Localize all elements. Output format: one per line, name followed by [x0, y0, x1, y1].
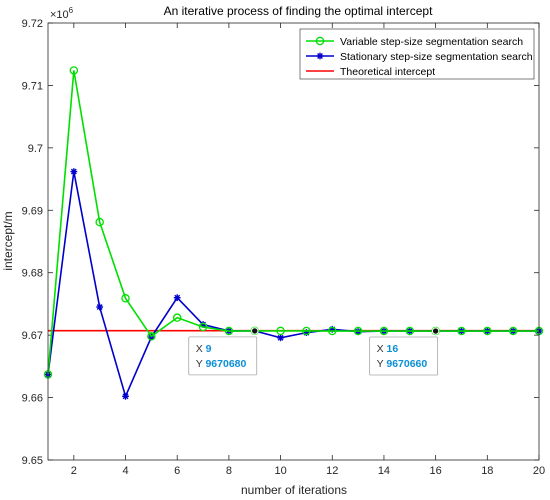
x-tick-label: 16	[430, 465, 442, 477]
data-point	[353, 326, 363, 336]
y-exponent-power: 6	[69, 6, 74, 15]
x-tick-label: 8	[226, 465, 232, 477]
legend-marker	[316, 52, 324, 60]
y-tick-label: 9.72	[22, 18, 43, 30]
chart-title: An iterative process of finding the opti…	[164, 4, 433, 18]
datatip-box	[188, 336, 258, 376]
data-point	[70, 168, 78, 175]
y-exponent-label: ×106	[50, 6, 74, 21]
series-0	[43, 66, 544, 379]
data-point	[277, 334, 284, 342]
x-tick-label: 6	[174, 465, 180, 477]
data-point	[121, 294, 130, 303]
data-point	[302, 326, 311, 336]
y-tick-label: 9.7	[28, 143, 43, 155]
datatip-marker	[431, 327, 440, 335]
data-point	[224, 326, 234, 336]
data-point	[147, 332, 156, 341]
data-point	[457, 326, 466, 336]
y-exponent-base: ×10	[50, 9, 69, 21]
data-point	[69, 66, 79, 75]
x-tick-label: 2	[71, 465, 77, 477]
legend-label: Stationary step-size segmentation search	[340, 51, 533, 63]
x-axis-title: number of iterations	[241, 483, 347, 497]
datatip: X 9 Y 9670680	[188, 327, 259, 376]
svg-text:×106: ×106	[50, 6, 74, 21]
data-point	[483, 326, 492, 336]
legend-entry: Theoretical intercept	[306, 66, 435, 78]
legend-entry: Stationary step-size segmentation search	[306, 51, 533, 63]
data-point	[96, 303, 104, 311]
datatip-box	[369, 336, 439, 376]
data-point	[172, 313, 182, 322]
x-tick-label: 18	[481, 465, 493, 477]
plot-frame	[47, 22, 540, 461]
data-point	[508, 326, 518, 336]
data-point	[173, 294, 181, 302]
datatip-y: Y 9670660	[377, 358, 428, 370]
x-tick-label: 10	[274, 465, 286, 477]
y-tick-label: 9.69	[22, 205, 43, 217]
y-tick-label: 9.65	[22, 455, 43, 467]
x-tick-label: 12	[326, 465, 338, 477]
datatips-layer: X 9 Y 9670680 X 16 Y 9670660	[188, 327, 440, 376]
y-tick-label: 9.66	[22, 393, 43, 405]
datatip-x: X 16	[377, 343, 399, 355]
y-tick-label: 9.68	[22, 268, 43, 280]
datatip: X 16 Y 9670660	[369, 327, 440, 376]
x-tick-label: 4	[122, 465, 128, 477]
x-tick-label: 20	[533, 465, 545, 477]
data-point	[198, 322, 208, 332]
datatip-y: Y 9670680	[196, 358, 247, 370]
legend: Variable step-size segmentation search St…	[299, 28, 535, 80]
legend-box	[299, 28, 535, 80]
y-axis-title: intercept/m	[1, 211, 15, 270]
legend-marker	[315, 36, 325, 46]
legend-label: Variable step-size segmentation search	[340, 36, 523, 48]
data-point	[122, 392, 129, 400]
datatip-x: X 9	[196, 343, 212, 355]
y-tick-label: 9.71	[22, 80, 43, 92]
datatip-marker	[251, 327, 259, 335]
legend-entry: Variable step-size segmentation search	[306, 36, 523, 48]
data-point	[95, 217, 104, 227]
data-point	[276, 326, 285, 336]
y-tick-label: 9.67	[22, 330, 43, 342]
data-point	[328, 326, 337, 336]
data-point	[379, 326, 389, 336]
legend-label: Theoretical intercept	[340, 66, 435, 78]
series-line	[47, 70, 539, 375]
x-axis-ticks: 2 4 6 8 10 12 14 16 18 20	[71, 23, 545, 477]
plot-area	[48, 23, 539, 460]
x-tick-label: 14	[378, 465, 390, 477]
y-axis-ticks: 9.65 9.66 9.67 9.68 9.69 9.7 9.71 9.72	[22, 18, 539, 467]
data-point	[405, 326, 415, 336]
